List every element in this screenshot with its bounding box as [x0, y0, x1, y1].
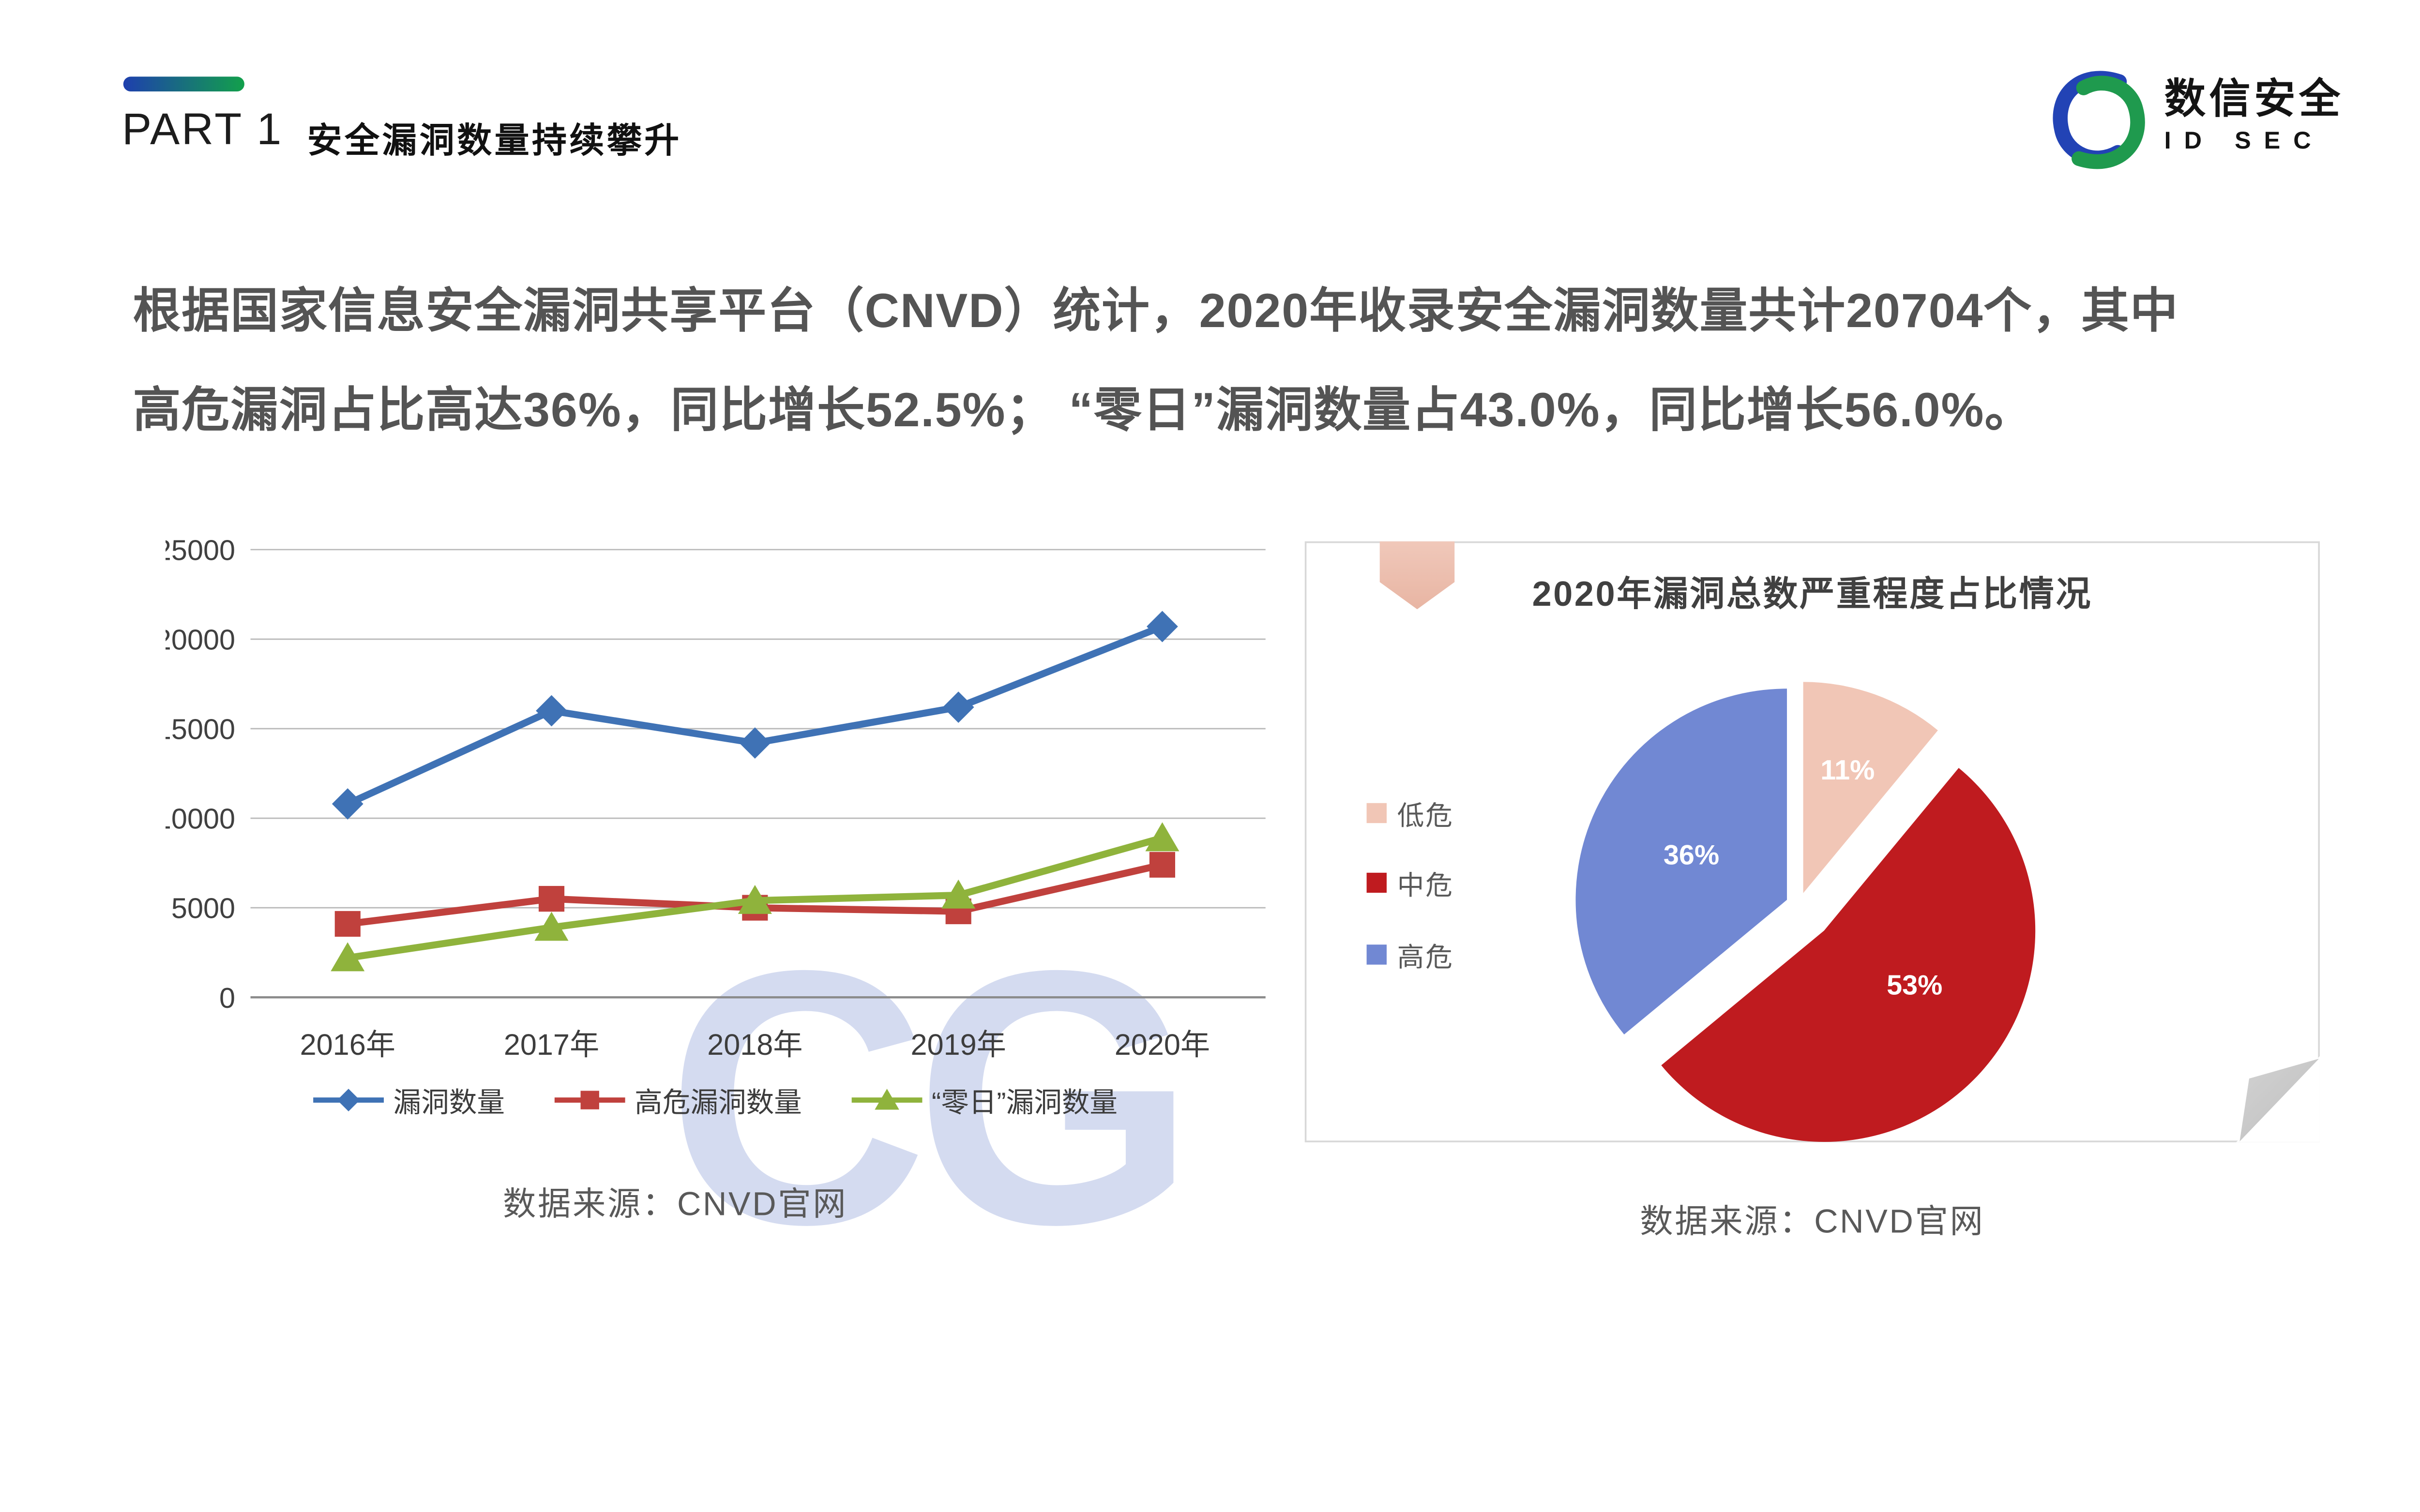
- svg-text:0: 0: [219, 982, 235, 1014]
- svg-text:53%: 53%: [1887, 970, 1942, 1001]
- legend-marker-square-icon: [554, 1091, 625, 1109]
- pie-legend-label: 高危: [1397, 942, 1454, 973]
- line-chart-source: 数据来源：CNVD官网: [502, 1185, 848, 1223]
- accent-bar: [123, 76, 244, 92]
- part-label: PART 1: [122, 104, 283, 154]
- legend-item-high-risk: 高危漏洞数量: [553, 1080, 802, 1120]
- background-watermark: CG: [666, 895, 1196, 1299]
- brand-mark-icon: [2053, 71, 2145, 169]
- logo-name-en: ID SEC: [2164, 126, 2324, 154]
- high-risk-swatch-icon: [1366, 944, 1387, 965]
- pie-chart-panel: 2020年漏洞总数严重程度占比情况 低危 中危 高危 11% 53% 36%: [1304, 541, 2320, 1142]
- pie-legend-label: 低危: [1397, 801, 1454, 831]
- pie-chart-source: 数据来源：CNVD官网: [1640, 1203, 1985, 1240]
- summary-line-2: 高危漏洞占比高达36%，同比增长52.5%； “零日”漏洞数量占43.0%，同比…: [133, 383, 2034, 437]
- legend-label: “零日”漏洞数量: [932, 1086, 1118, 1118]
- legend-item-zero-day: “零日”漏洞数量: [850, 1080, 1118, 1120]
- svg-text:15000: 15000: [166, 713, 235, 746]
- svg-text:5000: 5000: [171, 892, 235, 925]
- svg-text:2018年: 2018年: [707, 1028, 802, 1061]
- svg-text:2017年: 2017年: [504, 1028, 599, 1061]
- svg-text:36%: 36%: [1664, 840, 1719, 871]
- svg-text:20000: 20000: [166, 624, 235, 656]
- legend-label: 高危漏洞数量: [635, 1086, 802, 1118]
- pie-legend-item-high: 高危: [1366, 935, 1454, 974]
- pie-legend-item-low: 低危: [1366, 793, 1454, 833]
- svg-text:2020年: 2020年: [1115, 1028, 1210, 1061]
- summary-text: 根据国家信息安全漏洞共享平台（CNVD）统计，2020年收录安全漏洞数量共计20…: [133, 261, 2355, 460]
- svg-text:25000: 25000: [166, 534, 235, 567]
- line-chart-legend: 漏洞数量 高危漏洞数量 “零日”漏洞数量: [174, 1080, 1255, 1120]
- vulnerability-trend-line-chart: 0 5000 10000 15000 20000 25000 2016年 2017年 2018年…: [166, 534, 1266, 1061]
- legend-item-total: 漏洞数量: [311, 1080, 505, 1120]
- legend-label: 漏洞数量: [393, 1086, 505, 1118]
- summary-line-1: 根据国家信息安全漏洞共享平台（CNVD）统计，2020年收录安全漏洞数量共计20…: [133, 284, 2179, 338]
- page-title: 安全漏洞数量持续攀升: [307, 121, 682, 160]
- medium-risk-swatch-icon: [1366, 872, 1387, 893]
- low-risk-swatch-icon: [1366, 803, 1387, 823]
- svg-text:11%: 11%: [1820, 755, 1875, 786]
- pie-chart-title: 2020年漏洞总数严重程度占比情况: [1532, 574, 2093, 614]
- pie-legend-label: 中危: [1397, 870, 1454, 901]
- slide: PART 1 安全漏洞数量持续攀升 数信安全 ID SEC 根据国家信息安全漏洞…: [122, 65, 2355, 1299]
- pie-legend-item-medium: 中危: [1366, 863, 1454, 902]
- severity-pie-chart: 11% 53% 36%: [1575, 682, 2036, 1142]
- svg-text:2019年: 2019年: [911, 1028, 1006, 1061]
- legend-marker-diamond-icon: [313, 1089, 384, 1112]
- svg-text:10000: 10000: [166, 803, 235, 835]
- company-logo: 数信安全 ID SEC: [2043, 65, 2344, 174]
- logo-name-cn: 数信安全: [2164, 75, 2344, 122]
- svg-text:2016年: 2016年: [300, 1028, 395, 1061]
- legend-marker-triangle-icon: [851, 1089, 923, 1110]
